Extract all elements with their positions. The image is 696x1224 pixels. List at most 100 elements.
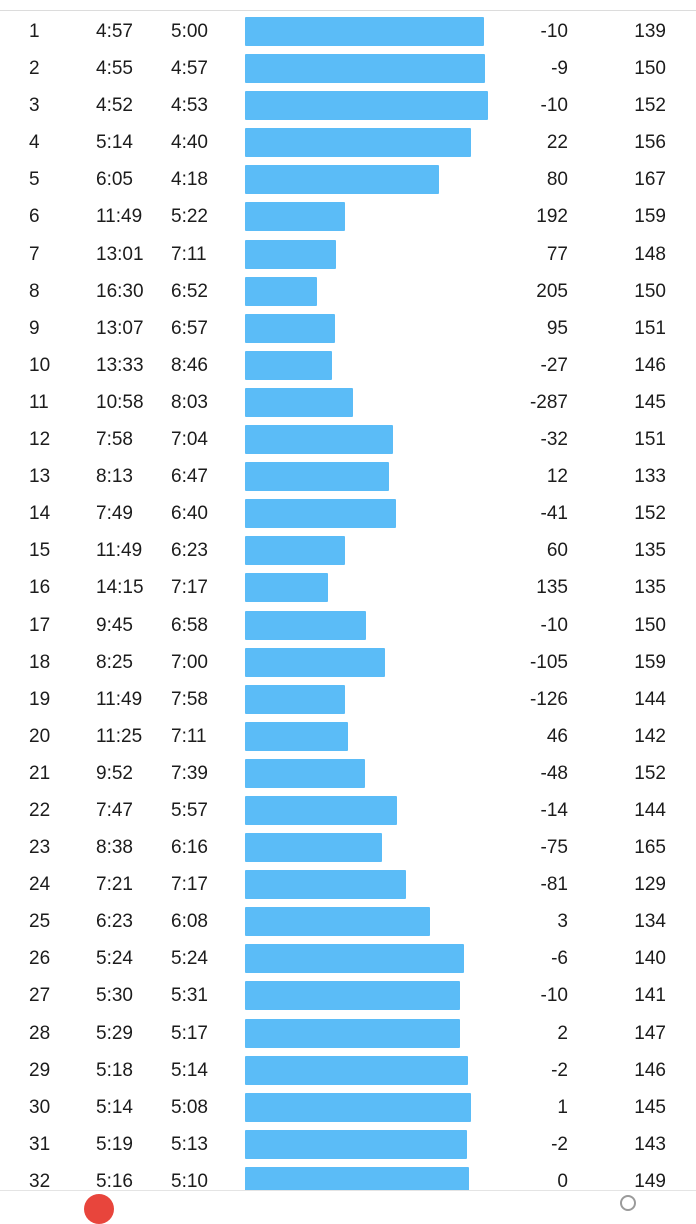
split-km: 1 [29,21,40,42]
split-km: 30 [29,1096,51,1118]
split-row[interactable]: 20 11:25 7:11 46 142 [0,717,696,754]
split-gap-pace: 5:22 [171,206,208,228]
split-heart-rate: 151 [634,317,666,339]
split-gap-pace: 5:14 [171,1059,208,1081]
split-row[interactable]: 13 8:13 6:47 12 133 [0,457,696,494]
split-elevation: -9 [551,58,568,80]
split-heart-rate: 148 [634,243,666,265]
split-gap-pace: 4:53 [171,95,208,117]
pace-bar [245,202,345,232]
split-row[interactable]: 8 16:30 6:52 205 150 [0,272,696,309]
pace-bar [245,128,471,158]
split-elevation: 77 [546,243,568,265]
split-pace: 5:29 [96,1022,133,1044]
split-elevation: -105 [529,651,568,673]
split-km: 27 [29,985,51,1007]
split-pace: 9:45 [96,614,133,636]
split-km: 31 [29,1133,51,1155]
split-pace: 7:21 [96,874,133,896]
split-heart-rate: 150 [634,58,666,80]
split-row[interactable]: 17 9:45 6:58 -10 150 [0,606,696,643]
split-km: 6 [29,206,40,228]
split-pace: 11:25 [96,725,143,747]
split-elevation: 60 [546,540,568,562]
split-gap-pace: 5:13 [171,1133,208,1155]
split-km: 26 [29,948,51,970]
split-heart-rate: 152 [634,95,666,117]
menu-icon[interactable] [620,1195,636,1211]
split-heart-rate: 167 [634,169,666,191]
split-row[interactable]: 1 4:57 5:00 -10 139 [0,12,696,49]
pace-bar [245,758,365,788]
split-row[interactable]: 31 5:19 5:13 -2 143 [0,1125,696,1162]
split-pace: 16:30 [96,280,144,302]
split-km: 7 [29,243,40,265]
split-elevation: -81 [540,874,568,896]
split-pace: 6:23 [96,911,133,933]
split-heart-rate: 152 [634,762,666,784]
pace-bar [245,165,439,195]
split-row[interactable]: 6 11:49 5:22 192 159 [0,197,696,234]
split-row[interactable]: 27 5:30 5:31 -10 141 [0,976,696,1013]
split-gap-pace: 7:17 [171,874,208,896]
split-elevation: -10 [540,985,568,1007]
split-row[interactable]: 9 13:07 6:57 95 151 [0,309,696,346]
split-gap-pace: 5:31 [171,985,208,1007]
pace-bar [245,833,382,863]
split-gap-pace: 5:57 [171,799,208,821]
split-row[interactable]: 5 6:05 4:18 80 167 [0,160,696,197]
split-row[interactable]: 2 4:55 4:57 -9 150 [0,49,696,86]
split-row[interactable]: 18 8:25 7:00 -105 159 [0,643,696,680]
pace-bar [245,870,406,900]
split-row[interactable]: 28 5:29 5:17 2 147 [0,1014,696,1051]
split-heart-rate: 150 [634,280,666,302]
split-row[interactable]: 29 5:18 5:14 -2 146 [0,1051,696,1088]
split-gap-pace: 7:00 [171,651,208,673]
split-gap-pace: 5:17 [171,1022,208,1044]
pace-bar [245,54,486,84]
split-gap-pace: 7:04 [171,429,208,451]
pace-bar [245,17,484,46]
split-pace: 8:38 [96,837,133,859]
split-heart-rate: 145 [634,391,666,413]
split-row[interactable]: 24 7:21 7:17 -81 129 [0,865,696,902]
split-km: 9 [29,317,40,339]
split-row[interactable]: 10 13:33 8:46 -27 146 [0,346,696,383]
pace-bar [245,573,328,603]
split-row[interactable]: 15 11:49 6:23 60 135 [0,531,696,568]
split-km: 25 [29,911,51,933]
split-pace: 5:30 [96,985,133,1007]
split-elevation: 192 [536,206,568,228]
split-row[interactable]: 19 11:49 7:58 -126 144 [0,680,696,717]
split-elevation: -27 [540,354,568,376]
split-pace: 8:13 [96,466,133,488]
split-km: 22 [29,799,51,821]
split-row[interactable]: 11 10:58 8:03 -287 145 [0,383,696,420]
split-heart-rate: 134 [634,911,666,933]
split-gap-pace: 6:52 [171,280,208,302]
split-pace: 4:57 [96,21,133,42]
split-row[interactable]: 30 5:14 5:08 1 145 [0,1088,696,1125]
record-icon[interactable] [84,1194,114,1224]
split-row[interactable]: 16 14:15 7:17 135 135 [0,568,696,605]
split-row[interactable]: 26 5:24 5:24 -6 140 [0,939,696,976]
split-row[interactable]: 7 13:01 7:11 77 148 [0,235,696,272]
split-pace: 9:52 [96,762,133,784]
split-row[interactable]: 21 9:52 7:39 -48 152 [0,754,696,791]
pace-bar [245,981,460,1011]
split-row[interactable]: 14 7:49 6:40 -41 152 [0,494,696,531]
split-row[interactable]: 12 7:58 7:04 -32 151 [0,420,696,457]
split-pace: 14:15 [96,577,144,599]
split-row[interactable]: 3 4:52 4:53 -10 152 [0,86,696,123]
split-row[interactable]: 25 6:23 6:08 3 134 [0,902,696,939]
split-heart-rate: 144 [634,688,666,710]
split-elevation: 0 [557,1170,568,1192]
split-row[interactable]: 23 8:38 6:16 -75 165 [0,828,696,865]
split-heart-rate: 142 [634,725,666,747]
split-gap-pace: 6:57 [171,317,208,339]
split-pace: 6:05 [96,169,133,191]
split-row[interactable]: 4 5:14 4:40 22 156 [0,123,696,160]
split-row[interactable]: 22 7:47 5:57 -14 144 [0,791,696,828]
pace-bar [245,1055,468,1085]
bottom-toolbar [0,1190,696,1201]
